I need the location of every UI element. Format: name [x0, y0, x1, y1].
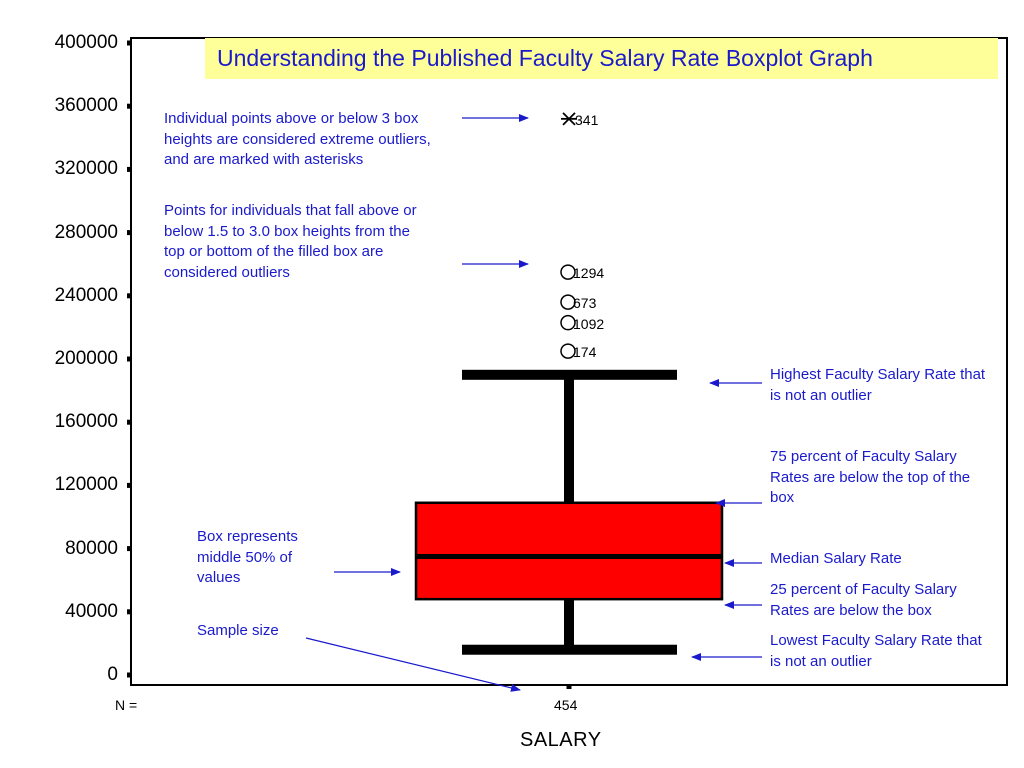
y-tick-mark — [127, 482, 132, 488]
y-tick-label: 320000 — [54, 158, 118, 180]
arrow-sample-size — [305, 637, 521, 692]
y-tick-label: 200000 — [54, 348, 118, 369]
note-highest: Highest Faculty Salary Rate that is not … — [770, 366, 986, 404]
y-tick-mark — [127, 293, 132, 299]
x-tick-mark — [566, 684, 572, 689]
outlier-label: 174 — [573, 344, 597, 361]
y-tick-label: 240000 — [54, 284, 118, 306]
y-tick-mark — [127, 356, 132, 362]
upper-whisker-cap — [462, 369, 677, 380]
note-outliers: Points for individuals that fall above o… — [164, 202, 417, 281]
y-tick-mark — [127, 166, 132, 172]
note-box: Box represents middle 50% of values — [197, 528, 298, 586]
y-tick-mark — [127, 609, 132, 615]
chart-title: Understanding the Published Faculty Sala… — [205, 38, 998, 79]
outlier-label: 341 — [575, 111, 599, 128]
outlier-point — [560, 294, 576, 310]
y-tick-label: 360000 — [54, 95, 118, 117]
y-tick-mark — [127, 230, 132, 236]
y-tick-label: 400000 — [54, 32, 118, 53]
outlier-label: 1092 — [573, 315, 605, 332]
y-tick-mark — [127, 546, 132, 552]
category-tick-label: 454 — [554, 697, 578, 713]
y-tick-label: 0 — [107, 664, 118, 685]
note-median: Median Salary Rate — [770, 550, 902, 567]
y-tick-label: 40000 — [65, 600, 118, 622]
y-tick-label: 120000 — [54, 474, 118, 496]
outlier-label: 1294 — [573, 265, 605, 282]
y-tick-mark — [127, 419, 132, 425]
n-label: N = — [115, 697, 138, 713]
outlier-point — [560, 343, 576, 359]
outlier-point — [560, 314, 576, 331]
x-axis-label: SALARY — [520, 729, 602, 751]
y-tick-label: 280000 — [54, 221, 118, 243]
note-extreme-outliers: Individual points above or below 3 box h… — [164, 110, 431, 168]
outlier-label: 673 — [573, 295, 597, 312]
extreme-outlier-point — [561, 112, 577, 126]
note-lowest: Lowest Faculty Salary Rate that is not a… — [770, 632, 982, 670]
note-q3: 75 percent of Faculty Salary Rates are b… — [770, 448, 971, 506]
outlier-point — [560, 264, 576, 280]
y-tick-mark — [127, 40, 132, 46]
note-sample-size: Sample size — [197, 622, 279, 639]
y-tick-mark — [127, 672, 132, 678]
y-tick-label: 160000 — [54, 411, 118, 433]
lower-whisker-cap — [462, 644, 677, 655]
y-tick-mark — [127, 103, 132, 109]
iqr-box — [414, 501, 724, 601]
note-q1: 25 percent of Faculty Salary Rates are b… — [770, 581, 957, 619]
y-tick-label: 80000 — [65, 537, 118, 559]
